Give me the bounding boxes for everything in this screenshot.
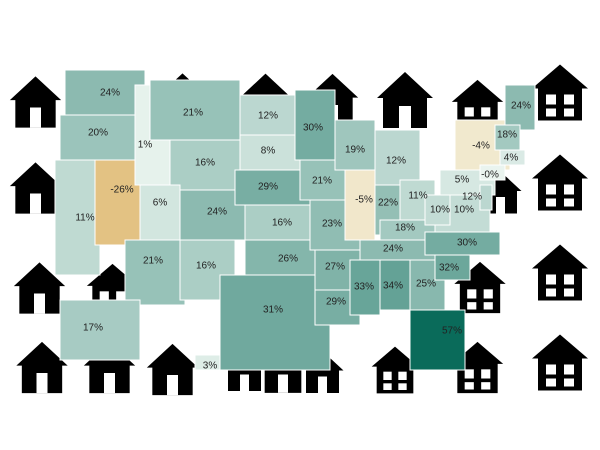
state-label: -0% bbox=[481, 170, 499, 181]
state-label: 26% bbox=[278, 254, 298, 265]
state-regions bbox=[54, 69, 536, 371]
state-label: 5% bbox=[455, 175, 470, 186]
state-label: 21% bbox=[183, 108, 203, 119]
state bbox=[94, 159, 141, 246]
state-label: 34% bbox=[383, 281, 403, 292]
state-label: 57% bbox=[442, 326, 462, 337]
state-label: 20% bbox=[88, 128, 108, 139]
state-label: 33% bbox=[354, 282, 374, 293]
state bbox=[499, 149, 526, 166]
state-label: 24% bbox=[100, 88, 120, 99]
state-label: 22% bbox=[378, 198, 398, 209]
state bbox=[239, 94, 301, 136]
state-label: 27% bbox=[325, 262, 345, 273]
state bbox=[54, 159, 101, 276]
state-label: 21% bbox=[143, 256, 163, 267]
state bbox=[194, 354, 221, 371]
state-label: 23% bbox=[322, 219, 342, 230]
state bbox=[59, 299, 141, 361]
state-label: 30% bbox=[457, 238, 477, 249]
state-label: 12% bbox=[462, 192, 482, 203]
state bbox=[349, 259, 381, 316]
state-label: 29% bbox=[326, 297, 346, 308]
state bbox=[124, 239, 186, 306]
state-label: 10% bbox=[430, 205, 450, 216]
state-label: 21% bbox=[312, 176, 332, 187]
state-label: 29% bbox=[258, 182, 278, 193]
state-labels: 24% 20% 11% -26% 1% 21% 16% 6% 24% 21% 16% 12% 8% 29%… bbox=[75, 88, 531, 372]
state-label: 11% bbox=[75, 213, 94, 224]
state-label: 11% bbox=[408, 191, 427, 202]
state bbox=[149, 79, 241, 141]
state-label: 24% bbox=[207, 207, 227, 218]
state bbox=[424, 194, 451, 226]
state bbox=[64, 69, 146, 116]
state-label: 12% bbox=[258, 111, 278, 122]
state-label: 18% bbox=[497, 130, 517, 141]
state bbox=[294, 89, 336, 161]
state-label: 24% bbox=[511, 101, 531, 112]
state-label: 24% bbox=[383, 244, 403, 255]
state bbox=[139, 184, 181, 246]
state-label: 17% bbox=[83, 323, 103, 334]
state bbox=[59, 114, 146, 166]
state bbox=[479, 184, 493, 211]
state bbox=[219, 274, 331, 371]
state-label: 6% bbox=[153, 198, 168, 209]
state-label: 30% bbox=[303, 123, 323, 134]
state-label: -4% bbox=[472, 141, 490, 152]
state bbox=[494, 124, 521, 151]
state-label: 4% bbox=[504, 153, 519, 164]
state-label: 12% bbox=[386, 156, 406, 167]
state-label: 18% bbox=[395, 223, 415, 234]
state-label: 32% bbox=[439, 263, 459, 274]
state bbox=[379, 259, 411, 311]
state-label: 25% bbox=[416, 279, 436, 290]
state-label: 8% bbox=[261, 146, 276, 157]
state-label: -5% bbox=[355, 195, 373, 206]
state-label: 3% bbox=[203, 361, 218, 372]
state bbox=[409, 309, 466, 371]
state-label: 16% bbox=[196, 261, 216, 272]
state-label: 1% bbox=[138, 140, 153, 151]
state bbox=[479, 164, 506, 181]
state-label: 16% bbox=[272, 218, 292, 229]
state-label: -26% bbox=[110, 185, 133, 196]
state bbox=[334, 119, 376, 171]
state-label: 16% bbox=[195, 158, 215, 169]
state-label: 10% bbox=[454, 205, 474, 216]
state-label: 19% bbox=[345, 145, 365, 156]
state bbox=[434, 254, 471, 281]
state-label: 31% bbox=[263, 305, 283, 316]
